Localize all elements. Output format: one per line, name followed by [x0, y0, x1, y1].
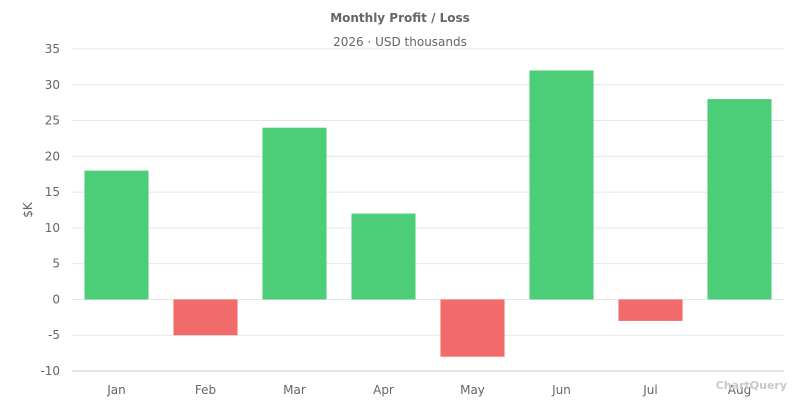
bar-jun[interactable]: [529, 70, 594, 300]
bar-may[interactable]: [440, 299, 505, 357]
y-tick-label: -5: [48, 328, 60, 342]
y-axis-label: $K: [21, 201, 35, 218]
y-tick-label: 5: [52, 257, 60, 271]
bar-jan[interactable]: [84, 170, 149, 300]
x-tick-label: Apr: [373, 383, 394, 397]
y-tick-label: -10: [40, 364, 60, 378]
bar-jul[interactable]: [618, 299, 683, 321]
bar-apr[interactable]: [351, 213, 416, 300]
y-tick-label: 30: [45, 78, 60, 92]
x-tick-labels: Jan Feb Mar Apr May Jun Jul Aug: [106, 383, 751, 397]
x-tick-label: Jun: [551, 383, 571, 397]
x-tick-label: Jul: [642, 383, 657, 397]
y-tick-label: 0: [52, 292, 60, 306]
x-tick-label: Aug: [728, 383, 751, 397]
y-tick-label: 15: [45, 185, 60, 199]
bar-mar[interactable]: [262, 127, 327, 300]
y-tick-label: 35: [45, 42, 60, 56]
chart-title: Monthly Profit / Loss: [330, 11, 470, 25]
x-tick-label: Mar: [283, 383, 306, 397]
x-tick-label: Feb: [195, 383, 216, 397]
bar-feb[interactable]: [173, 299, 238, 336]
bars: [84, 70, 772, 357]
y-tick-labels: 35 30 25 20 15 10 5 0 -5 -10: [40, 42, 60, 378]
y-tick-label: 20: [45, 149, 60, 163]
watermark-logo: ChartQuery: [716, 379, 787, 392]
x-tick-label: May: [460, 383, 485, 397]
bar-aug[interactable]: [707, 99, 772, 300]
x-tick-label: Jan: [106, 383, 126, 397]
chart-subtitle: 2026 · USD thousands: [333, 35, 467, 49]
y-tick-label: 10: [45, 221, 60, 235]
y-tick-label: 25: [45, 114, 60, 128]
